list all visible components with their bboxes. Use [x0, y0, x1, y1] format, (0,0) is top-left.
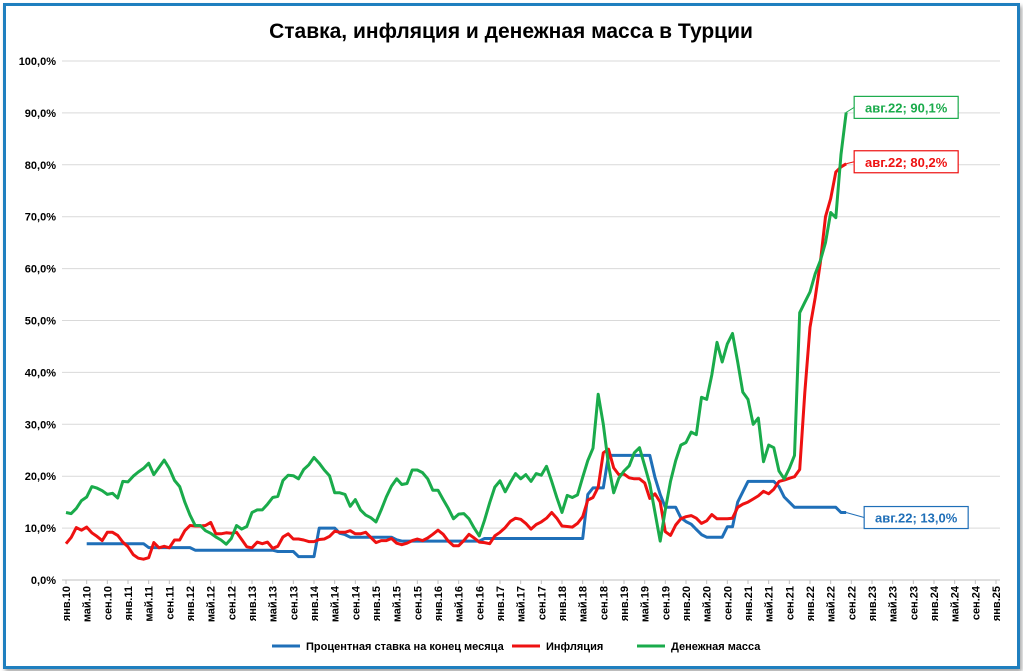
x-tick-label: сен.23 — [908, 586, 920, 620]
x-tick-label: сен.12 — [226, 586, 238, 620]
x-tick-label: май.10 — [82, 586, 94, 622]
x-tick-label: янв.21 — [743, 586, 755, 621]
x-tick-label: сен.13 — [288, 586, 300, 620]
legend-label-1: Инфляция — [546, 641, 603, 653]
legend: Процентная ставка на конец месяца Инфляци… — [272, 641, 761, 653]
series-line-2 — [65, 112, 848, 546]
x-tick-label: янв.12 — [185, 586, 197, 621]
x-tick-label: май.16 — [454, 586, 466, 622]
x-axis-ticks: янв.10 май.10 сен.10 янв.11 май.11 сен.11 янв.… — [61, 580, 1003, 622]
x-tick-label: сен.18 — [598, 586, 610, 620]
x-tick-label: май.12 — [206, 586, 218, 622]
x-tick-label: май.18 — [578, 586, 590, 622]
x-tick-label: янв.11 — [123, 586, 135, 621]
annotation-label: авг.22; 80,2% — [865, 155, 948, 170]
y-tick-label: 20,0% — [25, 471, 56, 483]
y-tick-label: 40,0% — [25, 367, 56, 379]
series-line-0 — [86, 453, 847, 559]
annotation-leader — [845, 106, 855, 113]
annotation-leader — [846, 512, 865, 519]
y-tick-label: 0,0% — [31, 575, 56, 587]
x-tick-label: сен.15 — [412, 586, 424, 620]
x-tick-label: сен.24 — [970, 585, 982, 620]
annotation-label: авг.22; 13,0% — [875, 511, 958, 526]
x-tick-label: сен.11 — [164, 586, 176, 620]
x-tick-label: янв.15 — [371, 586, 383, 621]
x-tick-label: май.19 — [640, 586, 652, 622]
x-tick-label: май.13 — [268, 586, 280, 622]
x-tick-label: янв.22 — [805, 586, 817, 621]
y-tick-label: 30,0% — [25, 419, 56, 431]
x-tick-label: янв.18 — [557, 586, 569, 621]
legend-label-2: Денежная масса — [671, 641, 761, 653]
x-tick-label: сен.22 — [846, 586, 858, 620]
annotation-box — [853, 95, 959, 119]
x-tick-label: янв.17 — [495, 586, 507, 621]
x-tick-label: янв.16 — [433, 586, 445, 621]
y-tick-label: 80,0% — [25, 160, 56, 172]
annotation-label: авг.22; 90,1% — [865, 100, 948, 115]
x-tick-label: янв.14 — [309, 585, 321, 621]
x-tick-label: май.20 — [702, 586, 714, 622]
series-lines — [64, 112, 848, 561]
x-tick-label: сен.14 — [350, 585, 362, 620]
annotation-box — [863, 505, 969, 530]
x-tick-label: янв.25 — [991, 586, 1003, 621]
y-tick-label: 50,0% — [25, 316, 56, 328]
gridlines — [62, 60, 1000, 581]
x-tick-label: янв.20 — [681, 586, 693, 621]
x-tick-label: май.11 — [144, 586, 156, 622]
x-tick-label: май.22 — [826, 586, 838, 622]
x-tick-label: сен.10 — [102, 586, 114, 620]
chart-frame — [3, 3, 1020, 669]
x-tick-label: сен.21 — [784, 586, 796, 620]
x-tick-label: май.21 — [764, 586, 776, 622]
legend-label-0: Процентная ставка на конец месяца — [306, 641, 505, 653]
x-tick-label: май.24 — [950, 585, 962, 622]
x-tick-label: май.23 — [888, 586, 900, 622]
x-tick-label: янв.10 — [61, 586, 73, 621]
chart-title: Ставка, инфляция и денежная масса в Турц… — [269, 20, 753, 43]
y-tick-label: 10,0% — [25, 523, 56, 535]
x-tick-label: янв.24 — [929, 585, 941, 621]
x-tick-label: май.17 — [516, 586, 528, 622]
y-tick-label: 90,0% — [25, 108, 56, 120]
annotation-box — [853, 150, 959, 174]
annotations: авг.22; 90,1% авг.22; 80,2% авг.22; 13,0% — [845, 95, 969, 530]
x-tick-label: сен.16 — [474, 586, 486, 620]
x-tick-label: янв.19 — [619, 586, 631, 621]
x-tick-label: май.14 — [330, 585, 342, 622]
x-tick-label: сен.17 — [536, 586, 548, 620]
x-tick-label: сен.20 — [722, 586, 734, 620]
annotation-leader — [846, 161, 855, 165]
x-tick-label: янв.23 — [867, 586, 879, 621]
x-tick-label: янв.13 — [247, 586, 259, 621]
y-tick-label: 70,0% — [25, 212, 56, 224]
x-tick-label: сен.19 — [660, 586, 672, 620]
y-tick-label: 100,0% — [19, 56, 57, 68]
y-axis-ticks: 0,0% 10,0% 20,0% 30,0% 40,0% 50,0% 60,0% 70,0% 8… — [19, 56, 57, 587]
x-tick-label: май.15 — [392, 586, 404, 622]
y-tick-label: 60,0% — [25, 264, 56, 276]
